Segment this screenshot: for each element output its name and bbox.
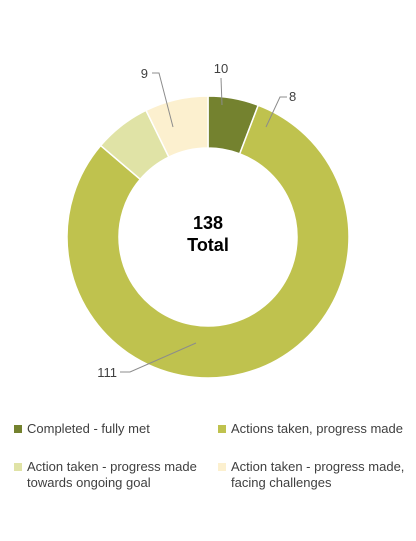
data-label-ongoing-goal: 9 [141, 66, 148, 81]
legend-item-actions-taken: Actions taken, progress made [218, 421, 403, 437]
leader-line-facing-challenges [220, 77, 223, 106]
legend-swatch-completed [14, 425, 22, 433]
leader-line-completed [265, 96, 287, 128]
legend-swatch-actions-taken [218, 425, 226, 433]
legend-swatch-ongoing-goal [14, 463, 22, 471]
legend-label-facing-challenges: Action taken - progress made, facing cha… [231, 459, 405, 490]
leader-line-ongoing-goal [152, 72, 174, 128]
slice-facing-challenges [144, 95, 209, 159]
legend-swatch-facing-challenges [218, 463, 226, 471]
legend-item-facing-challenges: Action taken - progress made, facing cha… [218, 459, 404, 491]
legend-item-completed: Completed - fully met [14, 421, 150, 437]
data-label-actions-taken: 111 [97, 365, 117, 380]
legend-label-ongoing-goal: Action taken - progress made towards ong… [27, 459, 197, 490]
slice-actions-taken [66, 104, 350, 379]
center-total-value: 138 [193, 213, 223, 233]
center-total-label: Total [187, 235, 229, 255]
data-label-completed: 8 [289, 89, 296, 104]
leader-line-actions-taken [120, 342, 197, 373]
legend-label-completed: Completed - fully met [27, 421, 150, 436]
data-label-facing-challenges: 10 [214, 61, 228, 76]
legend-label-actions-taken: Actions taken, progress made [231, 421, 403, 436]
legend-item-ongoing-goal: Action taken - progress made towards ong… [14, 459, 197, 491]
